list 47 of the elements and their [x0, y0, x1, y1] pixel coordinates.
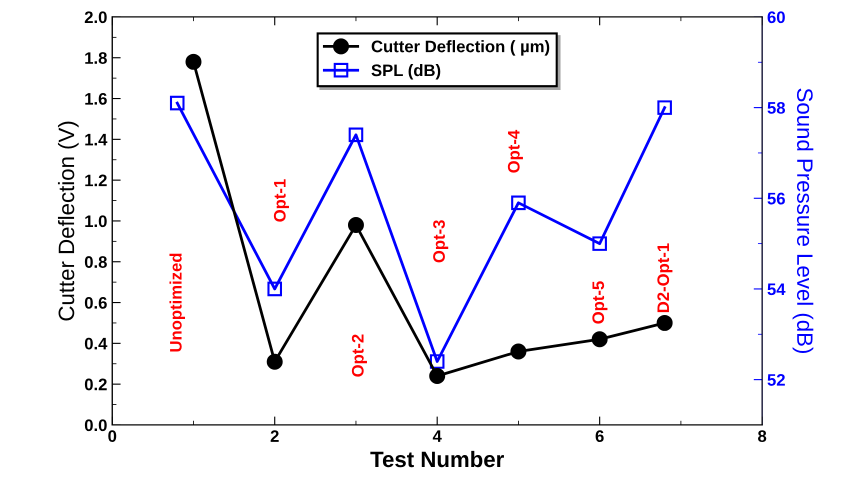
- x-tick-label: 4: [432, 430, 442, 442]
- point: [429, 368, 446, 384]
- y-tick-label: 1.2: [85, 174, 107, 186]
- annotation: Opt-1: [274, 179, 289, 222]
- y2-tick-label: 52: [768, 374, 785, 386]
- point: [511, 196, 526, 210]
- y2-tick-label: 54: [768, 284, 786, 296]
- point: [348, 217, 364, 234]
- point: [170, 96, 185, 110]
- annotation: Opt-4: [508, 130, 523, 173]
- y2-tick-label: 56: [768, 192, 785, 204]
- y-tick-label: 0.6: [84, 296, 107, 309]
- y-axis-title: Cutter Deflection (V): [58, 122, 79, 320]
- y2-tick-label: 58: [768, 102, 786, 114]
- y-tick-label: 0.8: [84, 256, 107, 268]
- point: [266, 354, 283, 370]
- y-tick-label: 2.0: [84, 11, 107, 24]
- point: [186, 54, 202, 70]
- point: [592, 331, 608, 348]
- point: [592, 236, 607, 251]
- annotation: D2-Opt-1: [657, 243, 672, 312]
- annotation: Opt-5: [592, 281, 608, 324]
- y2-axis-title: Sound Pressure Level (dB): [792, 88, 814, 353]
- y-tick-label: 1.0: [85, 215, 107, 228]
- x-tick-label: 0: [108, 430, 116, 442]
- point: [267, 282, 282, 296]
- x-tick-label: 8: [758, 430, 766, 442]
- y-tick-label: 0.4: [84, 338, 108, 350]
- point: [656, 314, 673, 331]
- y-tick-label: 1.4: [85, 134, 108, 146]
- x-tick-label: 6: [596, 430, 604, 442]
- y-tick-label: 0.2: [84, 378, 107, 390]
- point: [348, 128, 364, 142]
- annotation: Opt-3: [433, 220, 448, 262]
- point: [510, 344, 526, 360]
- y2-tick-label: 60: [768, 11, 785, 24]
- point: [430, 354, 444, 369]
- legend-label: Cutter Deflection ( µm): [372, 40, 550, 56]
- y-tick-label: 0.0: [84, 419, 107, 432]
- x-axis-title: Test Number: [370, 450, 504, 468]
- annotation: Unoptimized: [169, 254, 186, 352]
- y-tick-label: 1.8: [85, 52, 107, 64]
- legend-label: SPL (dB): [371, 64, 440, 80]
- x-tick-label: 2: [270, 430, 279, 442]
- point: [657, 100, 672, 115]
- annotation: Opt-2: [352, 334, 367, 377]
- y-tick-label: 1.6: [85, 92, 107, 105]
